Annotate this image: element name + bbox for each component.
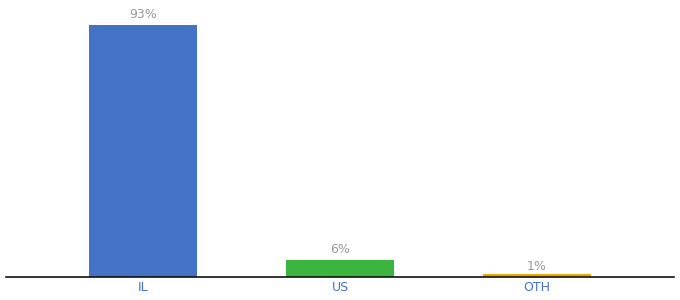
Bar xyxy=(483,274,591,277)
Text: 6%: 6% xyxy=(330,243,350,256)
Text: 93%: 93% xyxy=(129,8,157,21)
Bar xyxy=(286,260,394,277)
Bar xyxy=(89,25,197,277)
Text: 1%: 1% xyxy=(527,260,547,272)
